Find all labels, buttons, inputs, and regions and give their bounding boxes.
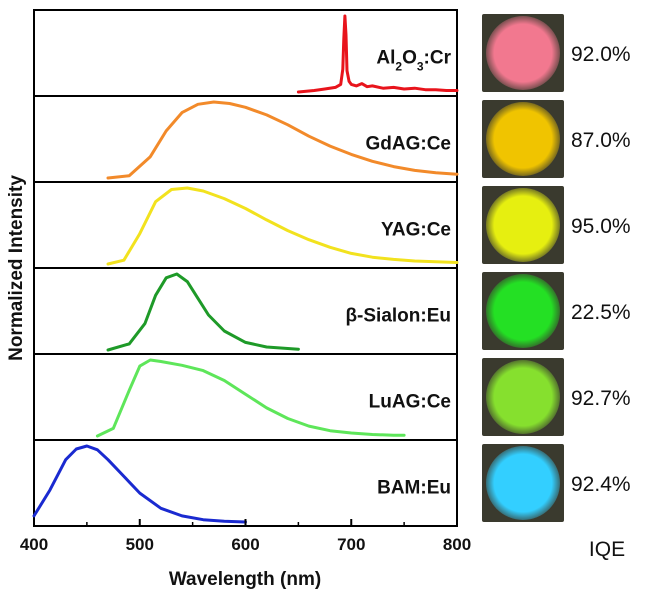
spectrum-line xyxy=(296,14,459,94)
iqe-value: 92.0% xyxy=(571,43,631,66)
series-label: β-Sialon:Eu xyxy=(345,305,451,326)
y-axis-title: Normalized Intensity xyxy=(6,175,27,361)
spectrum-panel: LuAG:Ce xyxy=(33,353,458,441)
sample-photo: 92.4% xyxy=(482,444,631,522)
iqe-value: 92.4% xyxy=(571,473,631,496)
x-tick-label: 700 xyxy=(337,535,365,554)
x-axis: 400 500 600 700 800 xyxy=(20,519,471,554)
series-label: Al2O3:Cr xyxy=(376,47,451,73)
x-tick-label: 800 xyxy=(443,535,471,554)
spectrum-line xyxy=(106,186,459,266)
sample-photo: 92.7% xyxy=(482,358,631,436)
spectrum-panel: BAM:Eu xyxy=(32,439,458,527)
spectrum-line xyxy=(106,100,459,180)
spectra-panels: Al2O3:Cr GdAG:Ce YAG:Ce β-Sialon:Eu LuAG:Ce B… xyxy=(32,9,459,527)
series-label: LuAG:Ce xyxy=(369,391,451,412)
spectrum-panel: GdAG:Ce xyxy=(33,95,459,183)
series-label: GdAG:Ce xyxy=(366,133,452,154)
spectrum-panel: Al2O3:Cr xyxy=(33,9,459,97)
x-tick-label: 500 xyxy=(126,535,154,554)
spectrum-line xyxy=(32,444,247,524)
spectrum-line xyxy=(106,272,300,352)
x-tick-label: 400 xyxy=(20,535,48,554)
iqe-column-label: IQE xyxy=(589,538,625,561)
spectrum-line xyxy=(95,358,406,438)
series-label: YAG:Ce xyxy=(381,219,451,240)
sample-photo: 92.0% xyxy=(482,14,631,92)
spectrum-panel: β-Sialon:Eu xyxy=(33,267,458,355)
sample-photo: 22.5% xyxy=(482,272,631,350)
sample-photo: 95.0% xyxy=(482,186,631,264)
iqe-value: 22.5% xyxy=(571,301,631,324)
iqe-value: 95.0% xyxy=(571,215,631,238)
x-tick-label: 600 xyxy=(231,535,259,554)
phosphor-sample-photos: 92.0% 87.0% 95.0% 22.5% 92.7% 92.4% xyxy=(482,14,631,522)
spectrum-panel: YAG:Ce xyxy=(33,181,459,269)
series-label: BAM:Eu xyxy=(377,477,451,498)
iqe-value: 87.0% xyxy=(571,129,631,152)
iqe-value: 92.7% xyxy=(571,387,631,410)
sample-photo: 87.0% xyxy=(482,100,631,178)
x-axis-title: Wavelength (nm) xyxy=(169,569,321,590)
